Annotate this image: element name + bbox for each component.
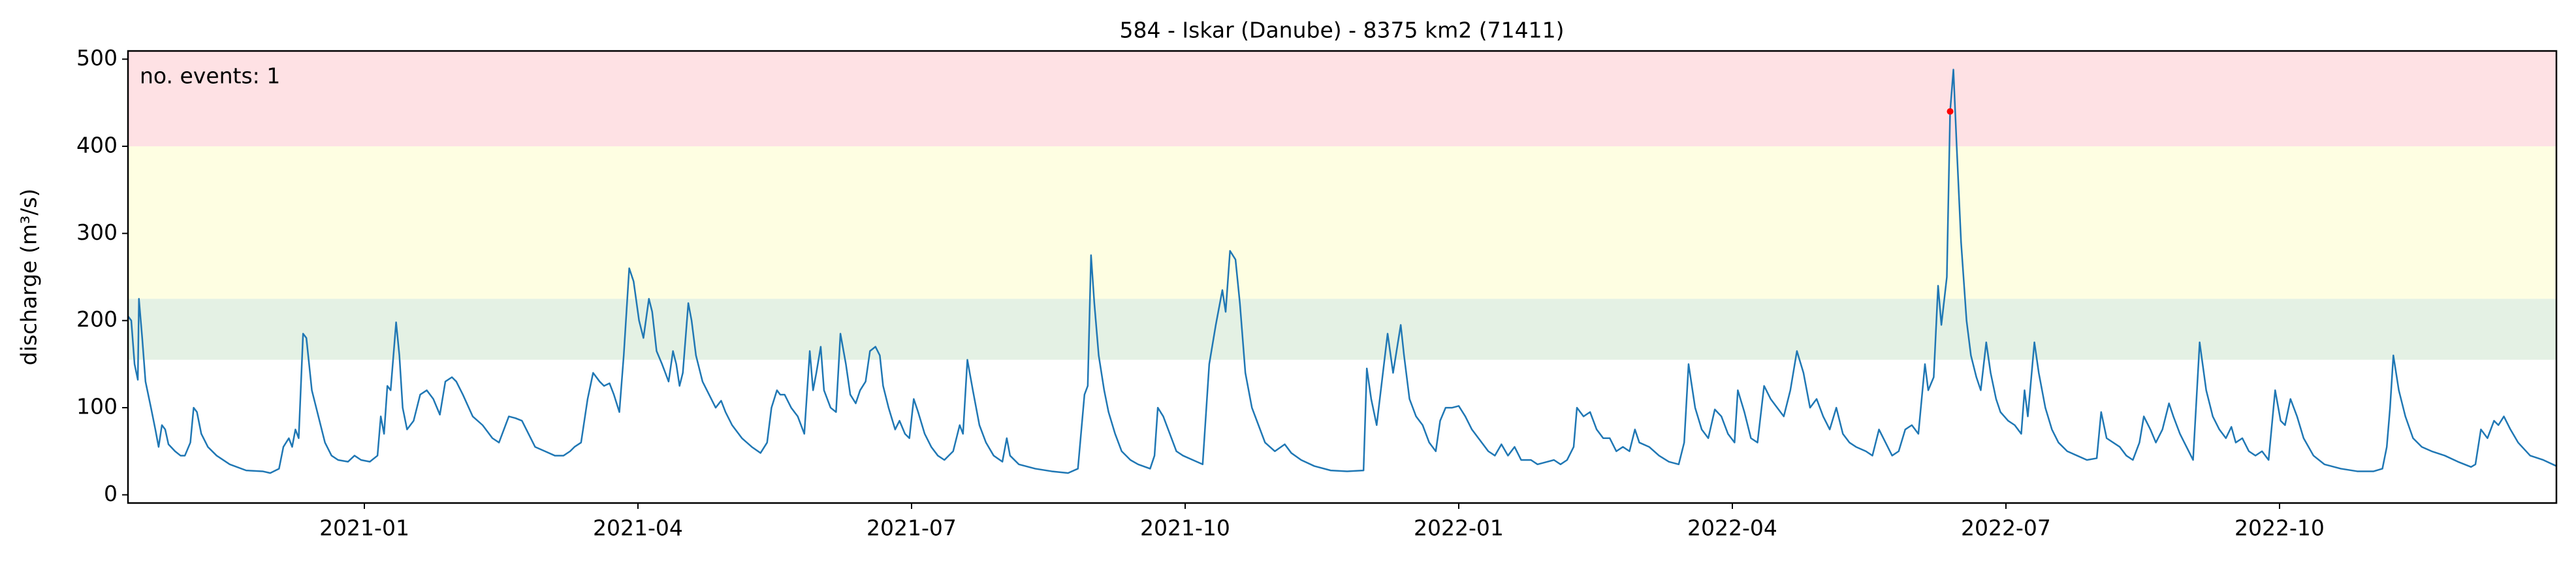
threshold-band — [128, 146, 2556, 299]
event-marker — [1947, 108, 1954, 115]
x-tick-label: 2021-10 — [1140, 515, 1230, 541]
x-tick-label: 2021-07 — [867, 515, 957, 541]
x-tick-label: 2022-04 — [1687, 515, 1777, 541]
chart-title: 584 - Iskar (Danube) - 8375 km2 (71411) — [1120, 18, 1565, 43]
y-axis-label: discharge (m³/s) — [16, 189, 42, 366]
annotation: no. events: 1 — [140, 63, 280, 89]
y-tick-label: 100 — [76, 394, 118, 419]
y-tick-label: 200 — [76, 306, 118, 332]
y-tick-label: 500 — [76, 45, 118, 71]
plot-frame — [127, 50, 2558, 504]
y-tick-label: 0 — [104, 481, 118, 506]
threshold-bands — [128, 51, 2556, 360]
discharge-line — [128, 69, 2556, 474]
x-tick-label: 2022-10 — [2234, 515, 2325, 541]
threshold-band — [128, 299, 2556, 360]
x-tick-label: 2021-01 — [319, 515, 409, 541]
x-tick-label: 2022-07 — [1961, 515, 2051, 541]
y-tick-label: 300 — [76, 219, 118, 245]
plot-area — [128, 69, 2556, 474]
threshold-band — [128, 51, 2556, 146]
axes: 0 100 200 300 400 500 2021-01 2021-04 2021-07 202… — [76, 45, 2325, 540]
x-tick-label: 2021-04 — [593, 515, 683, 541]
y-tick-label: 400 — [76, 132, 118, 157]
x-tick-label: 2022-01 — [1414, 515, 1504, 541]
